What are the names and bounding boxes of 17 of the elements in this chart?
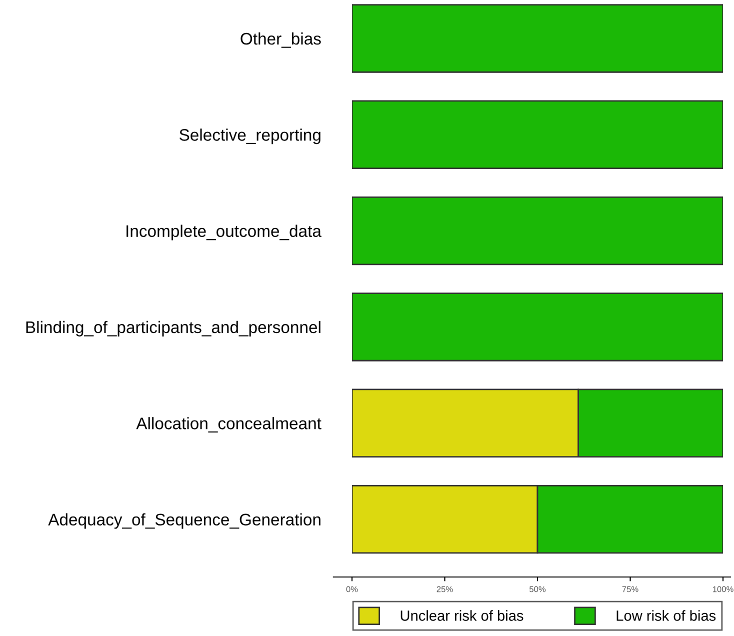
x-tick-label: 25% xyxy=(436,586,453,592)
y-tick-label: Blinding_of_participants_and_personnel xyxy=(26,320,320,336)
x-tick-label: 100% xyxy=(712,586,734,592)
x-tick-label: 0% xyxy=(346,586,358,592)
y-tick-label: Selective_reporting xyxy=(180,128,320,144)
bar xyxy=(352,292,723,362)
legend-label: Low risk of bias xyxy=(616,610,716,621)
bar xyxy=(352,4,723,73)
x-tick-label: 50% xyxy=(529,586,546,592)
y-tick-label: Adequacy_of_Sequence_Generation xyxy=(48,513,320,529)
bar xyxy=(352,100,723,169)
legend-label: Unclear risk of bias xyxy=(400,610,524,621)
y-tick-label: Incomplete_outcome_data xyxy=(126,224,322,240)
y-tick-label: Allocation_concealmeant xyxy=(136,417,322,432)
y-tick-label: Other_bias xyxy=(240,32,321,48)
x-tick-label: 75% xyxy=(622,586,638,592)
bar xyxy=(352,196,723,266)
